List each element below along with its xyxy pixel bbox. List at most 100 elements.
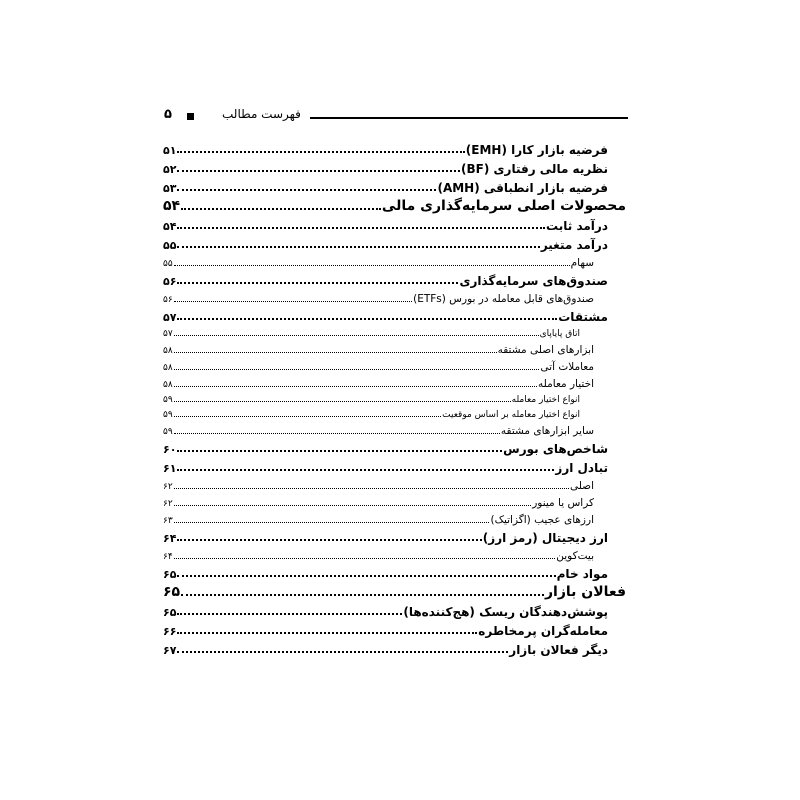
toc-entry[interactable]: بیت‌کوین ۶۴ bbox=[163, 545, 626, 562]
toc-entry[interactable]: تبادل ارز ۶۱ bbox=[163, 456, 626, 475]
toc-entry-title: اختیار معامله bbox=[538, 378, 594, 390]
toc-entry[interactable]: فعالان بازار ۶۵ bbox=[163, 581, 626, 600]
toc-entry-title: مشتقات bbox=[558, 310, 608, 324]
toc-entry-page: ۵۱ bbox=[163, 144, 177, 157]
toc-entry-title: ارز دیجیتال (رمز ارز) bbox=[482, 531, 608, 545]
toc-entry-page: ۶۲ bbox=[163, 499, 173, 509]
toc-entry[interactable]: کراس یا مینور ۶۲ bbox=[163, 492, 626, 509]
toc-entry[interactable]: شاخص‌های بورس ۶۰ bbox=[163, 437, 626, 456]
toc-entry-title: ارزهای عجیب (اگزاتیک) bbox=[490, 514, 594, 526]
dot-leader bbox=[177, 632, 478, 634]
toc-entry[interactable]: اختیار معامله ۵۸ bbox=[163, 373, 626, 390]
toc-entry[interactable]: درآمد متغیر ۵۵ bbox=[163, 233, 626, 252]
toc-entry-title: اتاق پایاپای bbox=[539, 329, 580, 339]
toc-entry-page: ۶۷ bbox=[163, 644, 177, 657]
toc-entry-title: شاخص‌های بورس bbox=[503, 442, 608, 456]
toc-entry-page: ۶۵ bbox=[163, 568, 177, 581]
toc-entry-page: ۵۴ bbox=[163, 198, 181, 214]
toc-entry-title: فعالان بازار bbox=[544, 584, 626, 600]
toc-entry-title: انواع اختیار معامله bbox=[511, 395, 580, 405]
toc-entry-title: صندوق‌های قابل معامله در بورس (ETFs) bbox=[413, 293, 594, 305]
toc-entry[interactable]: ارز دیجیتال (رمز ارز) ۶۴ bbox=[163, 526, 626, 545]
toc-entry-page: ۵۷ bbox=[163, 311, 177, 324]
header-rule bbox=[310, 117, 628, 119]
dot-leader bbox=[177, 539, 482, 541]
toc-entry-page: ۵۵ bbox=[163, 259, 173, 269]
toc-entry-page: ۵۸ bbox=[163, 380, 173, 390]
toc-entry[interactable]: انواع اختیار معامله ۵۹ bbox=[163, 390, 626, 405]
toc-entry-page: ۶۴ bbox=[163, 532, 177, 545]
toc-entry-page: ۶۲ bbox=[163, 482, 173, 492]
toc-entry[interactable]: درآمد ثابت ۵۴ bbox=[163, 214, 626, 233]
toc-entry-page: ۵۲ bbox=[163, 163, 177, 176]
toc-entry[interactable]: فرضیه بازار کارا (EMH) ۵۱ bbox=[163, 138, 626, 157]
toc-entry-title: سایر ابزارهای مشتقه bbox=[500, 425, 594, 437]
toc-entry-page: ۶۰ bbox=[163, 443, 177, 456]
table-of-contents: فرضیه بازار کارا (EMH) ۵۱ نظریه مالی رفتار… bbox=[163, 138, 626, 657]
toc-entry[interactable]: نظریه مالی رفتاری (BF) ۵۲ bbox=[163, 157, 626, 176]
toc-entry-title: درآمد ثابت bbox=[546, 219, 608, 233]
dot-leader bbox=[177, 189, 437, 191]
dot-leader bbox=[177, 450, 503, 452]
toc-entry[interactable]: معامله‌گران پرمخاطره ۶۶ bbox=[163, 619, 626, 638]
toc-entry-page: ۵۹ bbox=[163, 395, 173, 405]
toc-entry-page: ۶۶ bbox=[163, 625, 177, 638]
square-bullet-icon bbox=[187, 113, 194, 120]
toc-entry[interactable]: انواع اختیار معامله بر اساس موقعیت ۵۹ bbox=[163, 405, 626, 420]
toc-entry-page: ۵۹ bbox=[163, 410, 173, 420]
dot-leader bbox=[173, 558, 556, 559]
toc-entry-title: کراس یا مینور bbox=[532, 497, 594, 509]
toc-entry-title: مواد خام bbox=[556, 567, 608, 581]
dot-leader bbox=[177, 227, 546, 229]
toc-entry[interactable]: صندوق‌های سرمایه‌گذاری ۵۶ bbox=[163, 269, 626, 288]
toc-entry-title: تبادل ارز bbox=[555, 461, 608, 475]
toc-entry[interactable]: مواد خام ۶۵ bbox=[163, 562, 626, 581]
toc-entry-title: فرضیه بازار کارا (EMH) bbox=[465, 143, 608, 157]
toc-entry[interactable]: مشتقات ۵۷ bbox=[163, 305, 626, 324]
toc-entry[interactable]: ابزارهای اصلی مشتقه ۵۸ bbox=[163, 339, 626, 356]
toc-entry[interactable]: محصولات اصلی سرمایه‌گذاری مالی ۵۴ bbox=[163, 195, 626, 214]
header-title: فهرست مطالب bbox=[222, 107, 301, 121]
toc-entry-title: معامله‌گران پرمخاطره bbox=[478, 624, 608, 638]
dot-leader bbox=[177, 469, 555, 471]
toc-entry-title: فرضیه بازار انطباقی (AMH) bbox=[437, 181, 608, 195]
dot-leader bbox=[181, 208, 381, 210]
toc-entry[interactable]: سایر ابزارهای مشتقه ۵۹ bbox=[163, 420, 626, 437]
dot-leader bbox=[177, 651, 509, 653]
toc-entry-page: ۶۳ bbox=[163, 516, 173, 526]
toc-entry-title: معاملات آتی bbox=[540, 361, 594, 373]
dot-leader bbox=[173, 335, 539, 336]
dot-leader bbox=[177, 170, 461, 172]
toc-entry-title: سهام bbox=[570, 257, 594, 269]
toc-entry[interactable]: ارزهای عجیب (اگزاتیک) ۶۳ bbox=[163, 509, 626, 526]
toc-entry[interactable]: اصلی ۶۲ bbox=[163, 475, 626, 492]
toc-entry[interactable]: صندوق‌های قابل معامله در بورس (ETFs) ۵۶ bbox=[163, 288, 626, 305]
dot-leader bbox=[177, 613, 403, 615]
page-number: ۵ bbox=[164, 107, 172, 122]
dot-leader bbox=[173, 352, 497, 353]
toc-entry-title: انواع اختیار معامله بر اساس موقعیت bbox=[442, 410, 580, 420]
toc-entry[interactable]: معاملات آتی ۵۸ bbox=[163, 356, 626, 373]
toc-entry[interactable]: سهام ۵۵ bbox=[163, 252, 626, 269]
dot-leader bbox=[173, 369, 540, 370]
dot-leader bbox=[173, 522, 490, 523]
dot-leader bbox=[173, 301, 413, 302]
dot-leader bbox=[173, 416, 442, 417]
toc-entry[interactable]: پوشش‌دهندگان ریسک (هج‌کننده‌ها) ۶۵ bbox=[163, 600, 626, 619]
toc-entry[interactable]: فرضیه بازار انطباقی (AMH) ۵۳ bbox=[163, 176, 626, 195]
dot-leader bbox=[177, 246, 540, 248]
toc-entry-title: نظریه مالی رفتاری (BF) bbox=[461, 162, 608, 176]
toc-entry-page: ۶۱ bbox=[163, 462, 177, 475]
running-header: ۵ فهرست مطالب bbox=[160, 107, 628, 127]
toc-entry-page: ۵۶ bbox=[163, 275, 177, 288]
dot-leader bbox=[177, 151, 465, 153]
toc-entry[interactable]: اتاق پایاپای ۵۷ bbox=[163, 324, 626, 339]
toc-entry-page: ۵۵ bbox=[163, 239, 177, 252]
toc-entry-title: محصولات اصلی سرمایه‌گذاری مالی bbox=[381, 198, 626, 214]
toc-entry-title: دیگر فعالان بازار bbox=[509, 643, 608, 657]
toc-entry[interactable]: دیگر فعالان بازار ۶۷ bbox=[163, 638, 626, 657]
toc-entry-title: درآمد متغیر bbox=[540, 238, 608, 252]
toc-entry-page: ۵۳ bbox=[163, 182, 177, 195]
toc-entry-title: بیت‌کوین bbox=[556, 550, 594, 562]
dot-leader bbox=[177, 282, 459, 284]
